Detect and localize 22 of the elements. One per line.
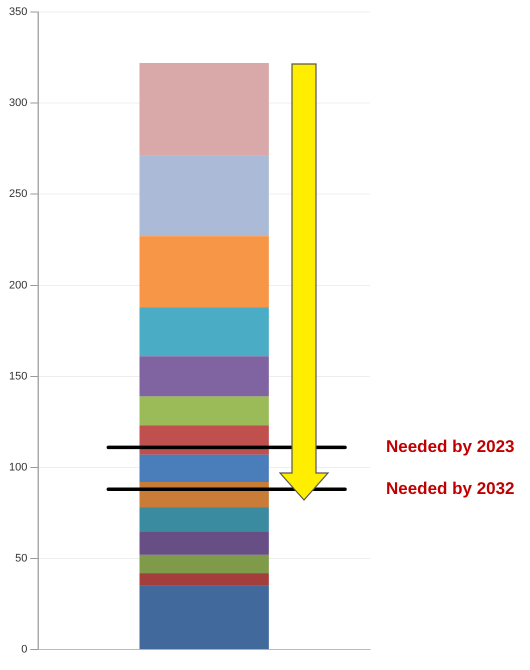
bar [140,508,269,532]
bar [140,586,269,650]
ref-line-label: Needed by 2032 [386,478,515,498]
y-tick-label: 50 [15,552,28,565]
y-tick-label: 100 [8,461,28,474]
y-tick-label: 150 [8,370,28,382]
bar [140,236,269,308]
bar [140,356,269,396]
bar [140,63,269,156]
y-tick-label: 200 [8,279,28,292]
bar [140,156,269,236]
y-tick-label: 350 [8,6,28,18]
ref-line-label: Needed by 2023 [386,437,515,456]
bar [140,307,269,356]
bar [140,454,269,482]
bar [140,531,269,555]
y-tick-label: 0 [21,644,28,656]
y-tick-label: 300 [8,97,28,110]
bar [140,396,269,426]
bar [140,573,269,586]
y-tick-label: 250 [8,188,28,200]
bar [140,554,269,574]
